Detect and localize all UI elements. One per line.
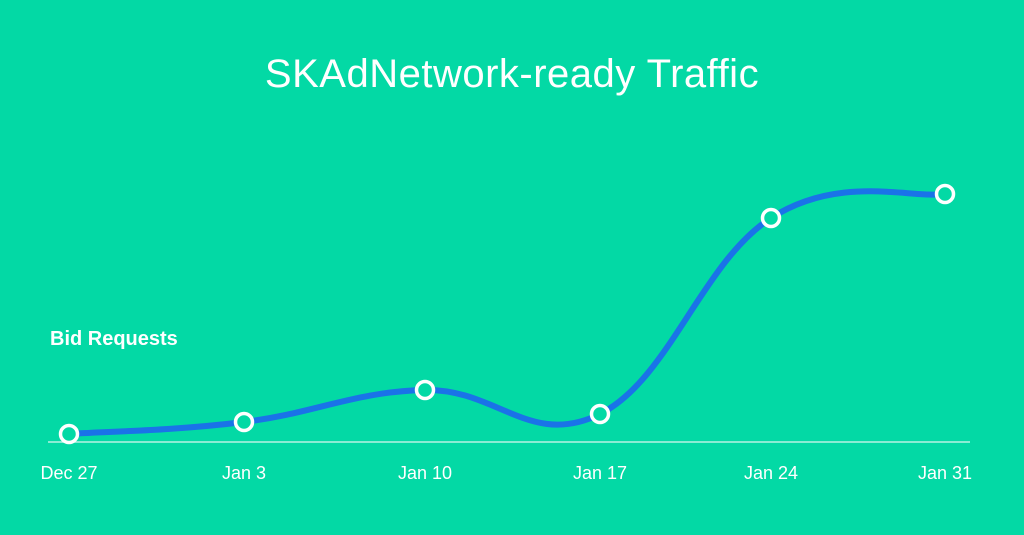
y-axis-label: Bid Requests — [50, 328, 178, 350]
data-point-jan-10 — [414, 379, 436, 401]
x-tick-label: Jan 24 — [744, 463, 798, 483]
x-tick-label: Jan 3 — [222, 463, 266, 483]
x-tick-label: Jan 10 — [398, 463, 452, 483]
x-tick-label: Jan 31 — [918, 463, 972, 483]
x-tick-label: Dec 27 — [40, 463, 97, 483]
data-point-dec-27 — [58, 423, 80, 445]
chart-title: SKAdNetwork-ready Traffic — [264, 52, 760, 96]
data-point-jan-24 — [760, 207, 782, 229]
data-point-jan-31 — [934, 183, 956, 205]
data-point-jan-3 — [233, 411, 255, 433]
data-point-jan-17 — [589, 403, 611, 425]
series-line — [66, 188, 948, 437]
x-tick-label: Jan 17 — [573, 463, 627, 483]
